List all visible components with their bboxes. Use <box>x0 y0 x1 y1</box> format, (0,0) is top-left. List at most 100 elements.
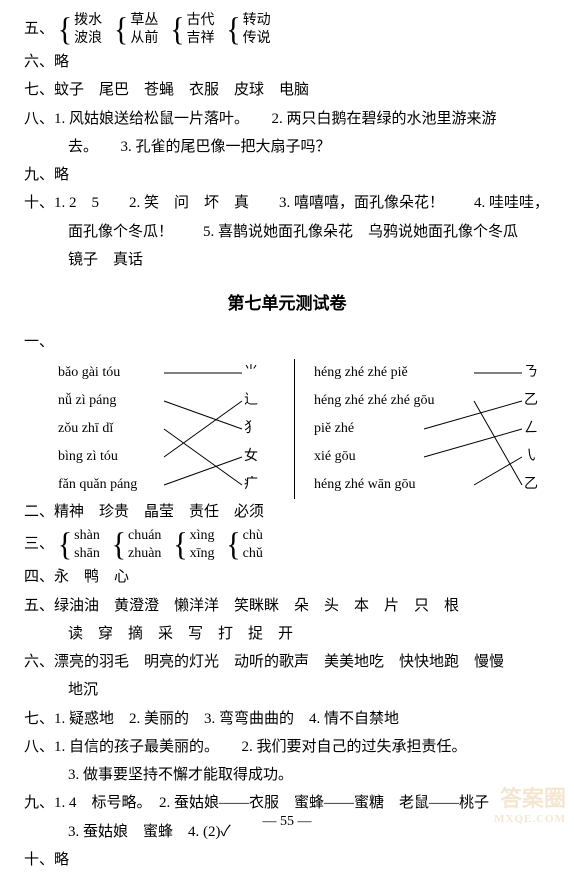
u8-line1: 八、1. 自信的孩子最美丽的。 2. 我们要对自己的过失承担责任。 <box>24 734 550 760</box>
u2-text: 精神 珍贵 晶莹 责任 必须 <box>54 504 264 520</box>
q10-line1: 十、1. 2 5 2. 笑 问 坏 真 3. 嘻嘻嘻，面孔像朵花！ 4. 哇哇哇… <box>24 190 550 216</box>
q8-t1: 1. 风姑娘送给松鼠一片落叶。 2. 两只白鹅在碧绿的水池里游来游 <box>54 111 497 127</box>
q5-pair-2: { 古代 吉祥 <box>170 12 214 47</box>
u1-lp4: fǎn quǎn páng <box>58 471 137 499</box>
q10-label: 十、 <box>24 195 54 211</box>
u1-lc2: 犭 <box>244 415 258 443</box>
u3-line: 三、 { shànshān { chuánzhuàn { xìngxīng { … <box>24 527 550 562</box>
q9-text: 略 <box>54 167 69 183</box>
u7-label: 七、 <box>24 711 54 727</box>
u1-rc4: 乙 <box>524 471 538 499</box>
u1-rc0: ㄋ <box>524 359 538 387</box>
u8-label: 八、 <box>24 739 54 755</box>
u1-label-line: 一、 <box>24 329 550 355</box>
u4-label: 四、 <box>24 569 54 585</box>
q5-label: 五、 <box>24 21 54 37</box>
q10-line2: 面孔像个冬瓜！ 5. 喜鹊说她面孔像朵花 乌鸦说她面孔像个冬瓜 <box>24 219 550 245</box>
u7-line: 七、1. 疑惑地 2. 美丽的 3. 弯弯曲曲的 4. 情不自禁地 <box>24 706 550 732</box>
q5-line: 五、 { 拨水 波浪 { 草丛 从前 { 古代 吉祥 { 转动 传说 <box>24 12 550 47</box>
q5-pair-1: { 草丛 从前 <box>114 12 158 47</box>
u1-left-char: ⺌ 辶 犭 女 疒 <box>244 359 258 499</box>
u1-rp0: héng zhé zhé piě <box>314 359 435 387</box>
brace-icon: { <box>58 528 72 561</box>
u10-text: 略 <box>54 852 69 868</box>
q5-p2a: 古代 <box>186 12 214 30</box>
u4-text: 永 鸭 心 <box>54 569 129 585</box>
u7-text: 1. 疑惑地 2. 美丽的 3. 弯弯曲曲的 4. 情不自禁地 <box>54 711 399 727</box>
u1-rp4: héng zhé wān gōu <box>314 471 435 499</box>
u6-t1: 漂亮的羽毛 明亮的灯光 动听的歌声 美美地吃 快快地跑 慢慢 <box>54 654 504 670</box>
u3-pair-0: { shànshān <box>58 527 100 562</box>
u6-label: 六、 <box>24 654 54 670</box>
u3-p3a: chù <box>243 527 263 545</box>
u3-p1b: zhuàn <box>128 545 161 563</box>
u3-p0b: shān <box>74 545 100 563</box>
q8-line1: 八、1. 风姑娘送给松鼠一片落叶。 2. 两只白鹅在碧绿的水池里游来游 <box>24 106 550 132</box>
brace-icon: { <box>226 528 240 561</box>
u1-lc1: 辶 <box>244 387 258 415</box>
u1-rp1: héng zhé zhé zhé gōu <box>314 387 435 415</box>
q5-p3b: 传说 <box>243 30 271 48</box>
u1-rp2: piě zhé <box>314 415 435 443</box>
brace-icon: { <box>58 13 72 46</box>
u10-label: 十、 <box>24 852 54 868</box>
q5-p2b: 吉祥 <box>186 30 214 48</box>
u2-label: 二、 <box>24 504 54 520</box>
brace-icon: { <box>170 13 184 46</box>
u1-rc2: ㄥ <box>524 415 538 443</box>
q7-text: 蚊子 尾巴 苍蝇 衣服 皮球 电脑 <box>54 82 309 98</box>
q6-label: 六、 <box>24 54 54 70</box>
q9-line: 九、略 <box>24 162 550 188</box>
unit-title: 第七单元测试卷 <box>24 289 550 319</box>
q7-line: 七、蚊子 尾巴 苍蝇 衣服 皮球 电脑 <box>24 77 550 103</box>
u3-p1a: chuán <box>128 527 161 545</box>
q6-line: 六、略 <box>24 49 550 75</box>
u5-line1: 五、绿油油 黄澄澄 懒洋洋 笑眯眯 朵 头 本 片 只 根 <box>24 593 550 619</box>
u3-p3b: chǔ <box>243 545 263 563</box>
u4-line: 四、永 鸭 心 <box>24 564 550 590</box>
q5-p3a: 转动 <box>243 12 271 30</box>
q5-pair-0: { 拨水 波浪 <box>58 12 102 47</box>
brace-icon: { <box>112 528 126 561</box>
u1-label: 一、 <box>24 334 54 350</box>
page-number: — 55 — <box>0 810 574 835</box>
u3-pair-3: { chùchǔ <box>226 527 263 562</box>
u1-lc0: ⺌ <box>244 359 258 387</box>
u2-line: 二、精神 珍贵 晶莹 责任 必须 <box>24 499 550 525</box>
u3-label: 三、 <box>24 536 54 552</box>
q6-text: 略 <box>54 54 69 70</box>
q7-label: 七、 <box>24 82 54 98</box>
u6-line1: 六、漂亮的羽毛 明亮的灯光 动听的歌声 美美地吃 快快地跑 慢慢 <box>24 649 550 675</box>
u3-pair-2: { xìngxīng <box>173 527 214 562</box>
u5-line2: 读 穿 摘 采 写 打 捉 开 <box>24 621 550 647</box>
brace-icon: { <box>173 528 187 561</box>
u10-line: 十、略 <box>24 847 550 873</box>
u1-left-pinyin: bǎo gài tóu nǚ zì páng zǒu zhī dǐ bìng z… <box>58 359 137 499</box>
q10-line3: 镜子 真话 <box>24 247 550 273</box>
u1-lc3: 女 <box>244 443 258 471</box>
u1-rp3: xié gōu <box>314 443 435 471</box>
q5-p1b: 从前 <box>130 30 158 48</box>
u8-line2: 3. 做事要坚持不懈才能取得成功。 <box>24 762 550 788</box>
u1-rc1: 乙 <box>524 387 538 415</box>
q9-label: 九、 <box>24 167 54 183</box>
q5-p0b: 波浪 <box>74 30 102 48</box>
u1-right-char: ㄋ 乙 ㄥ ㇂ 乙 <box>524 359 538 499</box>
u1-match: bǎo gài tóu nǚ zì páng zǒu zhī dǐ bìng z… <box>24 359 550 499</box>
u1-lp3: bìng zì tóu <box>58 443 137 471</box>
q5-p1a: 草丛 <box>130 12 158 30</box>
q5-pair-3: { 转动 传说 <box>226 12 270 47</box>
u1-lc4: 疒 <box>244 471 258 499</box>
u6-line2: 地沉 <box>24 677 550 703</box>
u1-right-pinyin: héng zhé zhé piě héng zhé zhé zhé gōu pi… <box>314 359 435 499</box>
q5-p0a: 拨水 <box>74 12 102 30</box>
u3-pair-1: { chuánzhuàn <box>112 527 162 562</box>
u1-rc3: ㇂ <box>524 443 538 471</box>
u3-p2a: xìng <box>190 527 215 545</box>
q8-line2: 去。 3. 孔雀的尾巴像一把大扇子吗？ <box>24 134 550 160</box>
u5-t1: 绿油油 黄澄澄 懒洋洋 笑眯眯 朵 头 本 片 只 根 <box>54 598 459 614</box>
brace-icon: { <box>114 13 128 46</box>
u1-lp1: nǚ zì páng <box>58 387 137 415</box>
u1-divider <box>294 359 295 499</box>
u8-t1: 1. 自信的孩子最美丽的。 2. 我们要对自己的过失承担责任。 <box>54 739 467 755</box>
